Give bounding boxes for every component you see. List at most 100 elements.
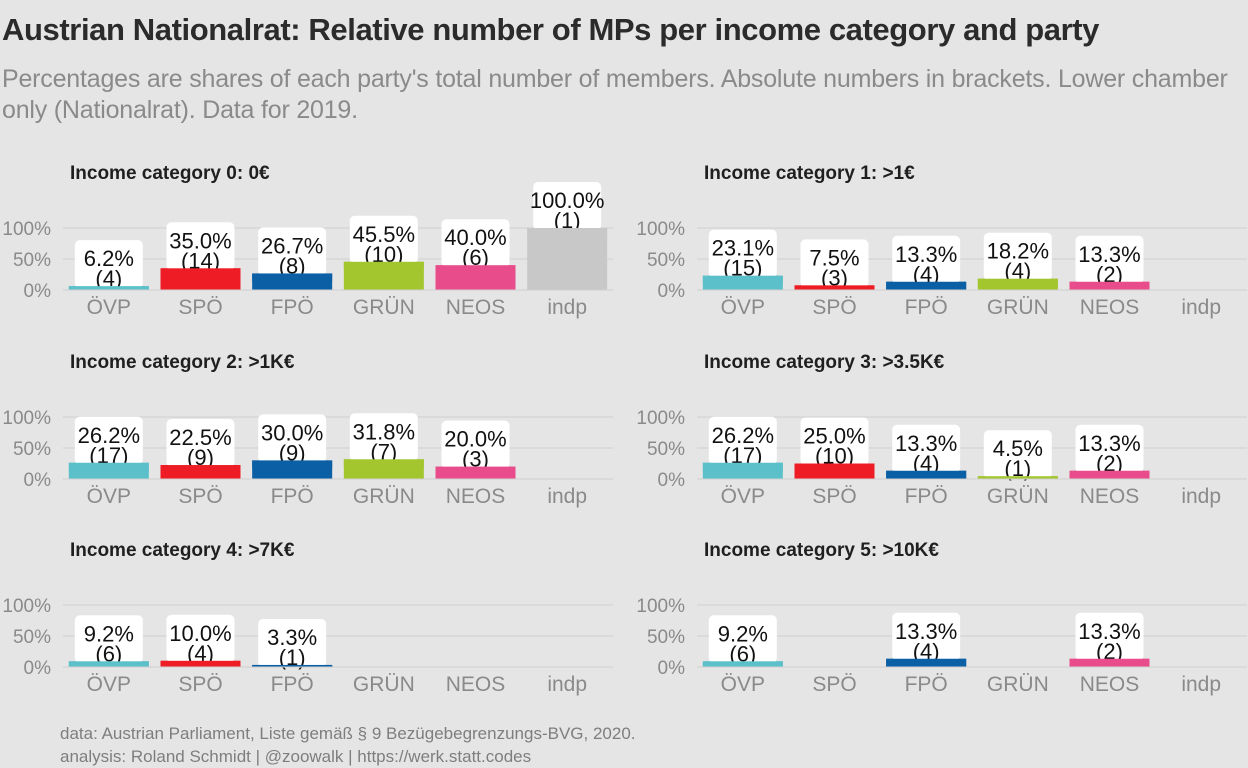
panel-1: Income category 1: >1€0%50%100%ÖVP23.1%(… — [636, 163, 1247, 319]
label-box — [166, 222, 235, 271]
data-label-percent: 20.0% — [444, 427, 506, 452]
caption-source: data: Austrian Parliament, Liste gemäß §… — [60, 724, 636, 743]
data-label-percent: 100.0% — [530, 188, 605, 213]
y-tick-label: 50% — [13, 627, 51, 648]
panel-title: Income category 0: 0€ — [70, 163, 270, 184]
y-tick-label: 0% — [24, 281, 52, 302]
y-tick-label: 50% — [647, 439, 685, 460]
data-label-percent: 3.3% — [267, 625, 317, 650]
y-tick-label: 0% — [658, 281, 686, 302]
x-tick-label: GRÜN — [353, 296, 415, 319]
data-label-percent: 13.3% — [895, 619, 957, 644]
bar-top-FPÖ — [252, 460, 333, 469]
x-tick-label: ÖVP — [87, 296, 131, 319]
x-tick-label: GRÜN — [987, 673, 1049, 696]
x-tick-label: FPÖ — [905, 673, 948, 696]
label-box — [74, 615, 143, 664]
bar-top-ÖVP — [702, 661, 783, 667]
x-tick-label: ÖVP — [87, 485, 131, 508]
y-tick-label: 100% — [636, 219, 685, 240]
data-label-percent: 9.2% — [718, 621, 768, 646]
label-box — [258, 227, 327, 276]
x-tick-label: FPÖ — [905, 485, 948, 508]
label-box — [983, 430, 1052, 479]
x-tick-label: indp — [547, 673, 587, 696]
label-box — [892, 612, 961, 661]
bar-top-ÖVP — [702, 462, 783, 471]
label-box — [349, 215, 418, 264]
x-tick-label: indp — [1181, 296, 1221, 319]
bar-top-ÖVP — [68, 661, 149, 667]
x-tick-label: SPÖ — [178, 296, 222, 319]
bar-top-GRÜN — [977, 476, 1058, 479]
label-box — [166, 614, 235, 663]
y-tick-label: 0% — [658, 470, 686, 491]
bar-top-FPÖ — [252, 273, 333, 282]
label-box — [708, 615, 777, 664]
chart-subtitle: Percentages are shares of each party's t… — [2, 65, 1228, 124]
label-box — [1075, 612, 1144, 661]
label-box — [983, 232, 1052, 281]
bar-top-indp — [527, 228, 608, 236]
label-box — [708, 229, 777, 278]
bar-top-FPÖ — [252, 664, 333, 667]
label-box — [258, 618, 327, 667]
x-tick-label: NEOS — [1080, 485, 1140, 508]
panel-3: Income category 3: >3.5K€ 0% 50% 100% ÖVP 26.… — [636, 352, 1247, 508]
label-box — [1075, 424, 1144, 473]
x-tick-label: ÖVP — [721, 485, 765, 508]
label-box — [800, 239, 869, 288]
label-box — [441, 420, 510, 469]
y-tick-label: 50% — [13, 439, 51, 460]
y-tick-label: 100% — [2, 219, 51, 240]
data-label-percent: 45.5% — [353, 222, 415, 247]
bar-top-FPÖ — [886, 658, 967, 667]
data-label-percent: 23.1% — [712, 236, 774, 261]
x-tick-label: SPÖ — [178, 673, 222, 696]
panel-title: Income category 4: >7K€ — [70, 540, 295, 561]
data-label-percent: 10.0% — [169, 621, 231, 646]
x-tick-label: NEOS — [1080, 296, 1140, 319]
data-label-percent: 4.5% — [993, 436, 1043, 461]
x-tick-label: GRÜN — [987, 296, 1049, 319]
label-box — [258, 414, 327, 463]
panel-title: Income category 3: >3.5K€ — [704, 352, 945, 373]
bar-top-FPÖ — [886, 281, 967, 290]
data-label-percent: 9.2% — [84, 621, 134, 646]
chart-caption: data: Austrian Parliament, Liste gemäß §… — [60, 722, 636, 768]
label-box — [800, 417, 869, 466]
panel-2: Income category 2: >1K€ 0% 50% 100% ÖVP 26.2%… — [2, 352, 613, 508]
x-tick-label: GRÜN — [353, 485, 415, 508]
bar-top-NEOS — [1069, 470, 1150, 479]
x-tick-label: ÖVP — [87, 673, 131, 696]
bar-top-ÖVP — [702, 275, 783, 284]
caption-analysis: analysis: Roland Schmidt | @zoowalk | ht… — [60, 747, 532, 766]
x-tick-label: SPÖ — [812, 485, 856, 508]
label-box — [1075, 235, 1144, 284]
bar-top-SPÖ — [160, 660, 241, 667]
label-box — [74, 240, 143, 289]
y-tick-label: 50% — [13, 250, 51, 271]
x-tick-label: indp — [1181, 485, 1221, 508]
panel-title: Income category 5: >10K€ — [704, 540, 939, 561]
y-tick-label: 100% — [636, 408, 685, 429]
x-tick-label: indp — [1181, 673, 1221, 696]
x-tick-label: SPÖ — [178, 485, 222, 508]
label-box — [533, 182, 602, 230]
data-label-percent: 26.2% — [78, 423, 140, 448]
bar-top-SPÖ — [794, 463, 875, 472]
data-label-percent: 31.8% — [353, 419, 415, 444]
x-tick-label: NEOS — [446, 485, 506, 508]
data-label-percent: 26.7% — [261, 233, 323, 258]
data-label-percent: 30.0% — [261, 420, 323, 445]
x-tick-label: FPÖ — [271, 296, 314, 319]
data-label-percent: 35.0% — [169, 228, 231, 253]
x-tick-label: NEOS — [446, 673, 506, 696]
bar-top-FPÖ — [886, 470, 967, 479]
data-label-percent: 7.5% — [809, 245, 859, 270]
data-label-percent: 13.3% — [895, 431, 957, 456]
bar-indp — [527, 228, 608, 290]
panel-title: Income category 2: >1K€ — [70, 352, 295, 373]
y-tick-label: 50% — [647, 627, 685, 648]
bar-top-NEOS — [1069, 658, 1150, 667]
